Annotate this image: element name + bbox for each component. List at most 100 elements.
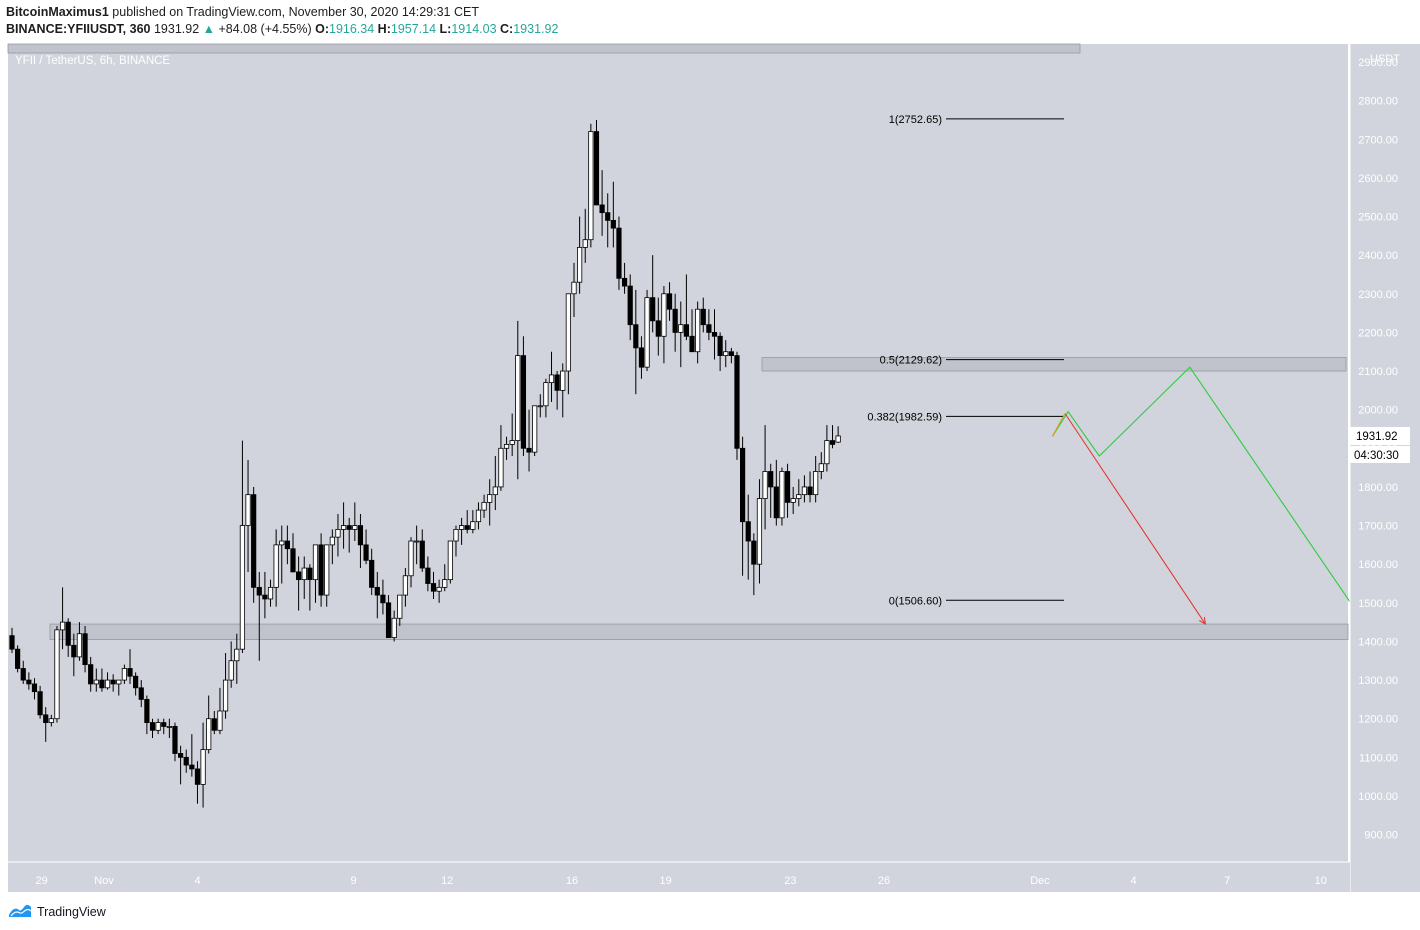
price-badge: 1931.92 — [1356, 431, 1398, 443]
author-name[interactable]: BitcoinMaximus1 — [6, 5, 109, 19]
price-tick-label: 1700.00 — [1358, 521, 1398, 533]
candle — [582, 239, 588, 248]
footer-brand[interactable]: TradingView — [37, 904, 106, 919]
candle — [695, 308, 701, 353]
candle — [172, 726, 178, 754]
candle — [116, 679, 122, 685]
candle — [155, 722, 161, 731]
candle — [700, 308, 706, 326]
candle — [251, 494, 257, 588]
price-axis[interactable] — [1350, 44, 1420, 892]
candle — [88, 664, 94, 685]
candle — [616, 227, 622, 279]
candle — [470, 521, 476, 530]
candle — [745, 521, 751, 542]
candle — [728, 351, 734, 356]
candle — [397, 594, 403, 619]
candle — [65, 621, 71, 646]
candle — [801, 486, 808, 496]
fib-level-label: 1(2752.65) — [889, 114, 942, 126]
candle — [121, 668, 127, 681]
candle — [430, 583, 437, 592]
candle — [312, 544, 319, 581]
candle — [779, 471, 785, 519]
candle — [605, 212, 611, 221]
price-tick-label: 1500.00 — [1358, 598, 1398, 610]
candle — [329, 536, 335, 546]
candle — [621, 277, 628, 287]
close-value: 1931.92 — [513, 22, 559, 36]
candle — [93, 679, 99, 685]
time-tick-label: Nov — [94, 875, 114, 887]
candle — [436, 586, 442, 592]
time-tick-label: 7 — [1224, 875, 1230, 887]
high-value: 1957.14 — [390, 22, 437, 36]
projection-path[interactable] — [1064, 413, 1206, 625]
time-tick-label: 16 — [566, 875, 578, 887]
support-resistance-zone[interactable] — [7, 43, 1081, 54]
candle — [419, 540, 425, 569]
candle — [784, 471, 791, 503]
change-arrow-icon: ▲ — [202, 22, 216, 36]
candle — [425, 567, 431, 584]
candle — [464, 525, 470, 530]
arrow-head-icon — [1199, 617, 1207, 626]
price-tick-label: 1000.00 — [1358, 791, 1398, 803]
candle — [71, 644, 77, 658]
tradingview-logo-icon[interactable] — [8, 902, 32, 921]
chart-legend: YFII / TetherUS, 6h, BINANCE — [15, 55, 170, 67]
candle — [829, 440, 836, 445]
candle — [672, 308, 678, 333]
plot-area[interactable] — [8, 44, 1348, 862]
candle — [26, 679, 32, 685]
candle — [593, 131, 600, 206]
candle — [183, 756, 189, 766]
candle — [138, 687, 144, 700]
candle — [571, 281, 577, 295]
open-value: 1916.34 — [329, 22, 375, 36]
candle — [206, 718, 212, 751]
candle — [307, 567, 313, 581]
candle — [515, 355, 521, 441]
candle — [99, 679, 105, 689]
price-tick-label: 1600.00 — [1358, 559, 1398, 571]
projection-path[interactable] — [1052, 413, 1066, 437]
candle — [110, 679, 116, 685]
candle — [104, 679, 111, 689]
candle — [194, 768, 201, 785]
candle — [565, 293, 571, 372]
candle — [301, 567, 307, 581]
price-tick-label: 1300.00 — [1358, 675, 1398, 687]
close-label: C: — [500, 22, 514, 36]
candle — [200, 749, 206, 785]
candle — [380, 594, 386, 604]
candle — [149, 722, 156, 731]
time-axis[interactable] — [8, 862, 1350, 892]
candle — [717, 335, 723, 356]
projection-path[interactable] — [1052, 366, 1378, 642]
time-tick-label: 19 — [659, 875, 671, 887]
support-resistance-zone[interactable] — [761, 357, 1347, 372]
price-chart[interactable]: 1(2752.65) 0.5(2129.62) 0.382(1982.59) 0(15… — [0, 0, 1420, 900]
candle — [813, 471, 819, 496]
price-tick-label: 2500.00 — [1358, 212, 1398, 224]
candle — [324, 544, 330, 596]
candle — [661, 293, 667, 337]
candle — [279, 540, 285, 546]
support-resistance-zone[interactable] — [49, 623, 1349, 640]
candle — [492, 486, 498, 496]
candle — [818, 463, 824, 472]
candle — [267, 586, 274, 600]
candle — [256, 586, 262, 596]
candle — [548, 374, 555, 384]
price-tick-label: 2000.00 — [1358, 405, 1398, 417]
time-tick-label: 10 — [1315, 875, 1327, 887]
candle — [453, 529, 459, 542]
candle — [177, 753, 184, 758]
candle — [560, 370, 566, 391]
price-tick-label: 1800.00 — [1358, 482, 1398, 494]
price-tick-label: 2900.00 — [1358, 57, 1398, 69]
countdown-badge-bg — [1350, 445, 1410, 463]
candle — [768, 471, 774, 488]
candle — [31, 683, 38, 693]
